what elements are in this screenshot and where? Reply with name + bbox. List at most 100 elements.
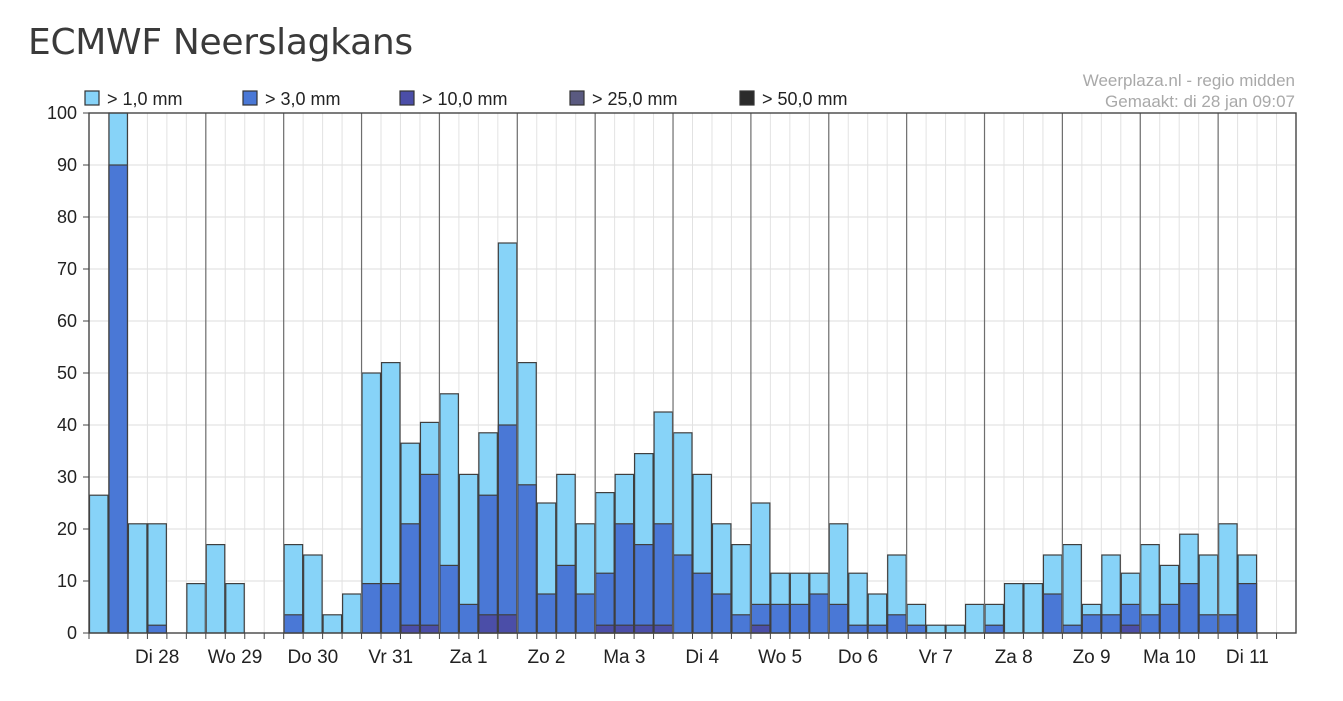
bar	[225, 582, 245, 634]
bar	[419, 624, 440, 634]
bar	[322, 614, 343, 634]
bar	[88, 494, 109, 634]
bar	[186, 582, 206, 634]
bar	[1140, 614, 1160, 634]
bar	[478, 614, 498, 634]
y-tick-label: 40	[57, 415, 77, 435]
bar	[341, 593, 362, 634]
bar	[1101, 614, 1121, 634]
bar	[692, 572, 713, 634]
bar	[380, 582, 401, 634]
bar	[400, 523, 421, 634]
bar	[1120, 624, 1141, 634]
bar	[1081, 614, 1102, 634]
bar	[127, 523, 148, 634]
bar	[887, 614, 907, 634]
bar	[1179, 582, 1199, 634]
bar	[633, 624, 654, 634]
plot-frame	[88, 112, 1297, 634]
bar	[633, 543, 654, 634]
bar	[536, 593, 557, 634]
y-tick-label: 30	[57, 467, 77, 487]
bar	[1062, 624, 1082, 634]
bar	[770, 603, 790, 634]
legend-label: > 25,0 mm	[592, 89, 678, 109]
y-tick-label: 70	[57, 259, 77, 279]
bar	[1023, 582, 1044, 634]
bar	[672, 554, 693, 634]
bar	[984, 624, 1005, 634]
bar	[1003, 582, 1024, 634]
bar	[614, 523, 635, 634]
bar	[867, 624, 888, 634]
bar	[750, 624, 771, 634]
bar	[439, 564, 459, 634]
bar	[906, 624, 927, 634]
x-day-label: Di 4	[685, 647, 719, 668]
bar	[945, 624, 966, 634]
bar	[575, 593, 596, 634]
bar	[614, 624, 635, 634]
bar	[400, 624, 421, 634]
y-tick-label: 80	[57, 207, 77, 227]
bar	[147, 523, 167, 634]
x-day-label: Wo 5	[758, 647, 802, 668]
x-day-label: Zo 2	[527, 647, 565, 668]
x-day-label: Di 11	[1226, 647, 1269, 668]
day-separators	[205, 113, 1219, 633]
bar	[478, 494, 498, 634]
bar	[1218, 614, 1238, 634]
x-day-label: Ma 3	[603, 647, 645, 668]
bar	[789, 603, 810, 634]
bar	[926, 624, 946, 634]
x-day-label: Vr 31	[368, 647, 413, 668]
legend-swatch	[242, 90, 258, 106]
bar	[1062, 543, 1082, 634]
bar	[848, 572, 868, 634]
source-label: Weerplaza.nl - regio midden	[1083, 71, 1295, 90]
legend-label: > 1,0 mm	[107, 89, 183, 109]
bar	[731, 614, 752, 634]
page-title: ECMWF Neerslagkans	[28, 22, 413, 63]
x-day-label: Vr 7	[919, 647, 953, 668]
y-tick-label: 60	[57, 311, 77, 331]
y-tick-label: 100	[47, 103, 77, 123]
legend-swatch	[739, 90, 755, 106]
x-day-label: Do 30	[288, 647, 339, 668]
axes: 0 10 20 30 40 50 60 70 80 90 100 Di 28 Wo 29 Do 30 Vr …	[47, 103, 1297, 668]
bar	[556, 564, 576, 634]
y-tick-label: 90	[57, 155, 77, 175]
bar	[595, 572, 615, 634]
bar	[147, 624, 167, 634]
bar	[848, 624, 868, 634]
bar	[361, 582, 382, 634]
legend-label: > 50,0 mm	[762, 89, 848, 109]
x-day-label: Do 6	[838, 647, 878, 668]
bar	[964, 603, 985, 634]
x-day-label: Ma 10	[1143, 647, 1196, 668]
legend-label: > 3,0 mm	[265, 89, 341, 109]
bar	[1159, 603, 1180, 634]
bar	[517, 484, 537, 634]
bar	[497, 614, 518, 634]
bar	[303, 554, 323, 634]
bar	[809, 593, 829, 634]
x-day-label: Za 1	[450, 647, 488, 668]
bar	[653, 523, 674, 634]
legend-label: > 10,0 mm	[422, 89, 508, 109]
bar	[1042, 593, 1063, 634]
bar	[653, 624, 674, 634]
legend-swatch	[569, 90, 585, 106]
x-day-label: Zo 9	[1073, 647, 1111, 668]
bar	[419, 473, 440, 634]
bar	[711, 593, 732, 634]
bar	[283, 614, 304, 634]
y-tick-label: 20	[57, 519, 77, 539]
x-day-label: Wo 29	[208, 647, 263, 668]
bar	[458, 603, 479, 634]
created-timestamp: Gemaakt: di 28 jan 09:07	[1105, 92, 1295, 111]
bar	[205, 543, 226, 634]
legend: > 1,0 mm > 3,0 mm > 10,0 mm > 25,0 mm > 50,0…	[84, 89, 848, 109]
bar	[595, 624, 615, 634]
